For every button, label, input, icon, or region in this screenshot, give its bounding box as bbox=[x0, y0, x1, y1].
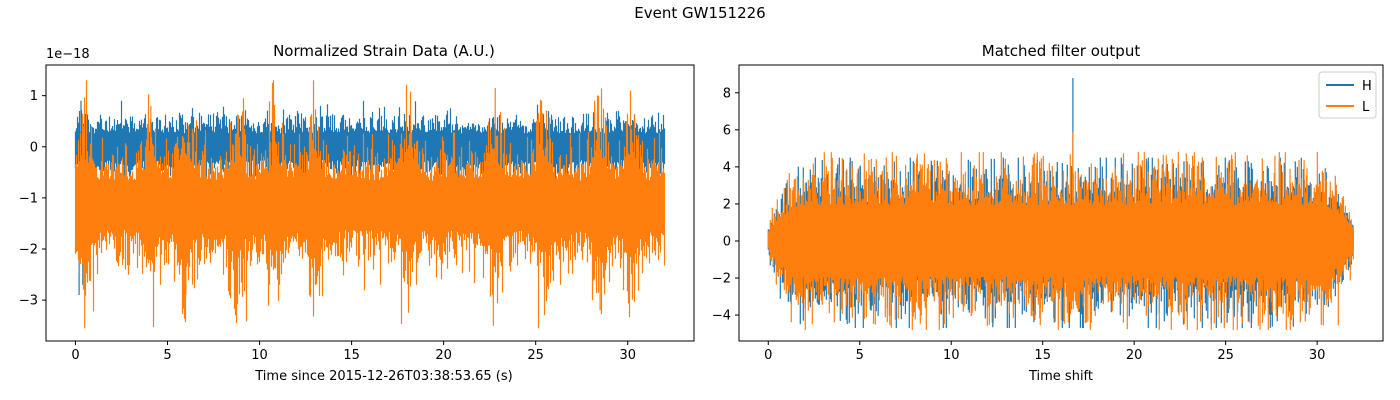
right-x-tick-label: 0 bbox=[764, 348, 772, 363]
left-x-tick-label: 15 bbox=[343, 348, 360, 363]
right-series-L bbox=[767, 131, 1354, 330]
right-y-tick-label: 6 bbox=[723, 123, 731, 138]
left-x-tick-label: 5 bbox=[163, 348, 171, 363]
left-chart-title: Normalized Strain Data (A.U.) bbox=[273, 42, 495, 60]
right-x-tick-label: 5 bbox=[856, 348, 864, 363]
right-y-tick-label: −4 bbox=[712, 309, 731, 324]
right-y-tick-label: 4 bbox=[723, 160, 731, 175]
left-series-1 bbox=[74, 80, 666, 329]
right-y-tick-label: 2 bbox=[723, 197, 731, 212]
left-x-tick-label: 0 bbox=[71, 348, 79, 363]
right-y-tick-label: −2 bbox=[712, 272, 731, 287]
left-x-tick-label: 20 bbox=[435, 348, 452, 363]
right-x-tick-label: 20 bbox=[1126, 348, 1143, 363]
left-chart-xlabel: Time since 2015-12-26T03:38:53.65 (s) bbox=[255, 369, 513, 384]
right-x-tick-label: 10 bbox=[943, 348, 960, 363]
left-plot-frame bbox=[45, 64, 695, 342]
left-x-tick-label: 30 bbox=[619, 348, 636, 363]
left-y-tick-label: 1 bbox=[30, 89, 38, 104]
right-chart-xlabel: Time shift bbox=[1028, 369, 1094, 384]
right-x-tick-label: 15 bbox=[1034, 348, 1051, 363]
left-chart-offset-text: 1e−18 bbox=[46, 47, 90, 62]
left-y-tick-label: −3 bbox=[19, 294, 38, 309]
legend-label-H: H bbox=[1362, 79, 1372, 94]
right-legend: HL bbox=[1318, 71, 1377, 119]
right-x-tick-label: 30 bbox=[1309, 348, 1326, 363]
left-x-tick-label: 25 bbox=[527, 348, 544, 363]
right-y-tick-label: 0 bbox=[723, 234, 731, 249]
left-x-tick-label: 10 bbox=[251, 348, 268, 363]
right-y-tick-label: 8 bbox=[723, 86, 731, 101]
right-x-tick-label: 25 bbox=[1217, 348, 1234, 363]
legend-label-L: L bbox=[1362, 100, 1370, 115]
left-y-tick-label: −2 bbox=[19, 243, 38, 258]
left-y-tick-label: −1 bbox=[19, 191, 38, 206]
right-chart-title: Matched filter output bbox=[981, 42, 1141, 60]
figure-suptitle: Event GW151226 bbox=[634, 4, 766, 22]
right-plot-frame bbox=[738, 64, 1384, 342]
left-y-tick-label: 0 bbox=[30, 140, 38, 155]
